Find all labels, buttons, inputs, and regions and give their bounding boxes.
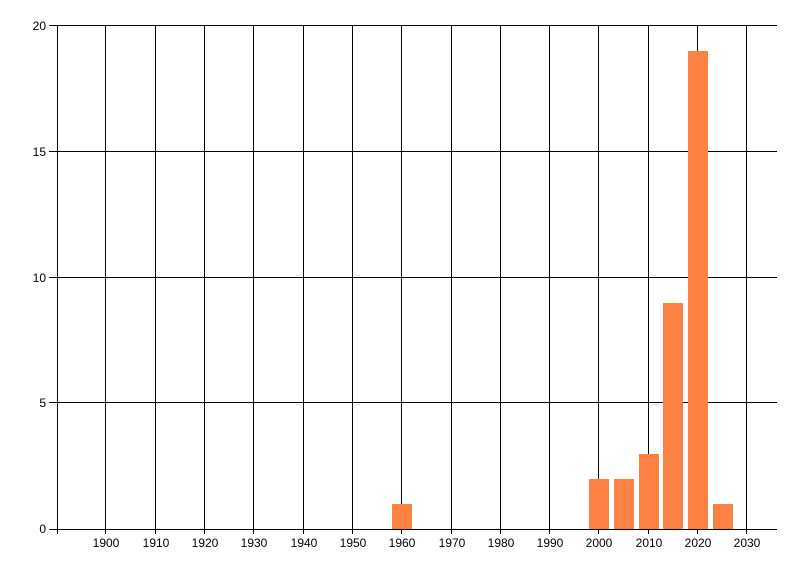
x-tick-label: 2000	[585, 536, 613, 550]
x-gridline	[401, 26, 402, 534]
y-gridline	[49, 529, 777, 530]
x-tick-label: 2030	[733, 536, 761, 550]
y-gridline	[49, 151, 777, 152]
x-gridline	[500, 26, 501, 534]
y-tick-label: 15	[32, 145, 46, 159]
x-tick-label: 1970	[438, 536, 466, 550]
x-tick-label: 1960	[388, 536, 416, 550]
x-gridline	[105, 26, 106, 534]
y-tick-label: 0	[39, 522, 46, 536]
x-gridline	[549, 26, 550, 534]
y-gridline	[49, 25, 777, 26]
y-gridline	[49, 402, 777, 403]
y-tick-label: 20	[32, 19, 46, 33]
y-gridline	[49, 277, 777, 278]
x-gridline	[746, 26, 747, 534]
bar	[589, 479, 609, 529]
bar	[663, 303, 683, 529]
y-tick-label: 5	[39, 396, 46, 410]
x-tick-label: 1930	[240, 536, 268, 550]
x-gridline	[57, 26, 58, 534]
bar	[639, 454, 659, 529]
x-tick-label: 1940	[290, 536, 318, 550]
x-tick-label: 1950	[339, 536, 367, 550]
x-gridline	[204, 26, 205, 534]
bar	[614, 479, 634, 529]
x-tick-label: 1910	[142, 536, 170, 550]
x-tick-label: 1980	[487, 536, 515, 550]
plot-area: 0 5 10 15 20 1900 1910 1920 1930 1940 1950 1960 1970…	[33, 19, 777, 550]
x-gridline	[253, 26, 254, 534]
x-gridline	[451, 26, 452, 534]
bar	[392, 504, 412, 529]
x-gridline	[352, 26, 353, 534]
x-gridline	[155, 26, 156, 534]
x-tick-label: 1990	[536, 536, 564, 550]
x-gridline	[648, 26, 649, 534]
bar	[688, 51, 708, 529]
y-tick-label: 10	[32, 271, 46, 285]
x-tick-label: 1920	[191, 536, 219, 550]
x-gridline	[598, 26, 599, 534]
x-tick-label: 1900	[92, 536, 120, 550]
bar	[713, 504, 733, 529]
x-gridline	[303, 26, 304, 534]
x-tick-label: 2020	[684, 536, 712, 550]
x-tick-label: 2010	[635, 536, 663, 550]
